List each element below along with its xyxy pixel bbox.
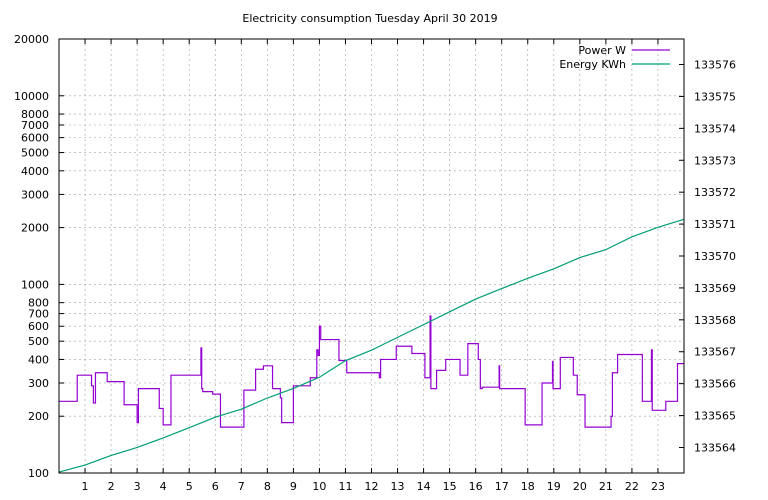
y-right-tick-label: 133565 bbox=[694, 410, 736, 423]
y-left-tick-label: 300 bbox=[28, 377, 49, 390]
y-left-tick-label: 2000 bbox=[21, 222, 49, 235]
y-left-tick-label: 100 bbox=[28, 467, 49, 480]
y-right-tick-label: 133564 bbox=[694, 441, 736, 454]
y-left-tick-label: 700 bbox=[28, 308, 49, 321]
x-tick-label: 8 bbox=[264, 480, 271, 493]
grid bbox=[59, 39, 684, 473]
y-left-tick-label: 4000 bbox=[21, 165, 49, 178]
x-tick-label: 17 bbox=[495, 480, 509, 493]
y-right-tick-label: 133569 bbox=[694, 282, 736, 295]
legend-label-energy: Energy KWh bbox=[559, 58, 626, 71]
y-left-tick-label: 5000 bbox=[21, 147, 49, 160]
y-right-tick-label: 133566 bbox=[694, 378, 736, 391]
y-left-tick-label: 600 bbox=[28, 320, 49, 333]
y-right-tick-label: 133567 bbox=[694, 346, 736, 359]
axes: 1 2 3 4 5 6 7 8 9 10 11 12 13 14 15 16 17 18 19 20 21 22 23100… bbox=[14, 33, 736, 493]
y-right-tick-label: 133576 bbox=[694, 59, 736, 72]
y-left-tick-label: 500 bbox=[28, 335, 49, 348]
x-tick-label: 4 bbox=[160, 480, 167, 493]
y-right-tick-label: 133574 bbox=[694, 122, 736, 135]
y-left-tick-label: 7000 bbox=[21, 119, 49, 132]
x-tick-label: 6 bbox=[212, 480, 219, 493]
y-left-tick-label: 800 bbox=[28, 297, 49, 310]
x-tick-label: 19 bbox=[547, 480, 561, 493]
x-tick-label: 2 bbox=[108, 480, 115, 493]
x-tick-label: 23 bbox=[651, 480, 665, 493]
y-left-tick-label: 20000 bbox=[14, 33, 49, 46]
x-tick-label: 13 bbox=[391, 480, 405, 493]
x-tick-label: 22 bbox=[625, 480, 639, 493]
chart-title: Electricity consumption Tuesday April 30… bbox=[242, 12, 497, 25]
x-tick-label: 20 bbox=[573, 480, 587, 493]
y-right-tick-label: 133575 bbox=[694, 90, 736, 103]
y-right-tick-label: 133570 bbox=[694, 250, 736, 263]
y-left-tick-label: 400 bbox=[28, 353, 49, 366]
y-left-tick-label: 1000 bbox=[21, 278, 49, 291]
x-tick-label: 3 bbox=[134, 480, 141, 493]
y-left-tick-label: 10000 bbox=[14, 90, 49, 103]
x-tick-label: 5 bbox=[186, 480, 193, 493]
x-tick-label: 7 bbox=[238, 480, 245, 493]
y-left-tick-label: 200 bbox=[28, 410, 49, 423]
x-tick-label: 21 bbox=[599, 480, 613, 493]
energy-kwh-line bbox=[58, 218, 685, 473]
legend-label-power: Power W bbox=[578, 44, 626, 57]
x-tick-label: 14 bbox=[417, 480, 431, 493]
x-tick-label: 16 bbox=[469, 480, 483, 493]
y-left-tick-label: 3000 bbox=[21, 188, 49, 201]
legend: Power W Energy KWh bbox=[559, 44, 670, 71]
y-right-tick-label: 133568 bbox=[694, 314, 736, 327]
x-tick-label: 11 bbox=[338, 480, 352, 493]
plot-area bbox=[58, 218, 685, 473]
y-left-tick-label: 8000 bbox=[21, 108, 49, 121]
y-left-tick-label: 6000 bbox=[21, 132, 49, 145]
y-right-tick-label: 133571 bbox=[694, 218, 736, 231]
y-right-tick-label: 133572 bbox=[694, 186, 736, 199]
power-w-line bbox=[59, 315, 684, 428]
x-tick-label: 18 bbox=[521, 480, 535, 493]
x-tick-label: 9 bbox=[290, 480, 297, 493]
y-right-tick-label: 133573 bbox=[694, 154, 736, 167]
x-tick-label: 15 bbox=[443, 480, 457, 493]
x-tick-label: 1 bbox=[82, 480, 89, 493]
x-tick-label: 10 bbox=[312, 480, 326, 493]
x-tick-label: 12 bbox=[365, 480, 379, 493]
